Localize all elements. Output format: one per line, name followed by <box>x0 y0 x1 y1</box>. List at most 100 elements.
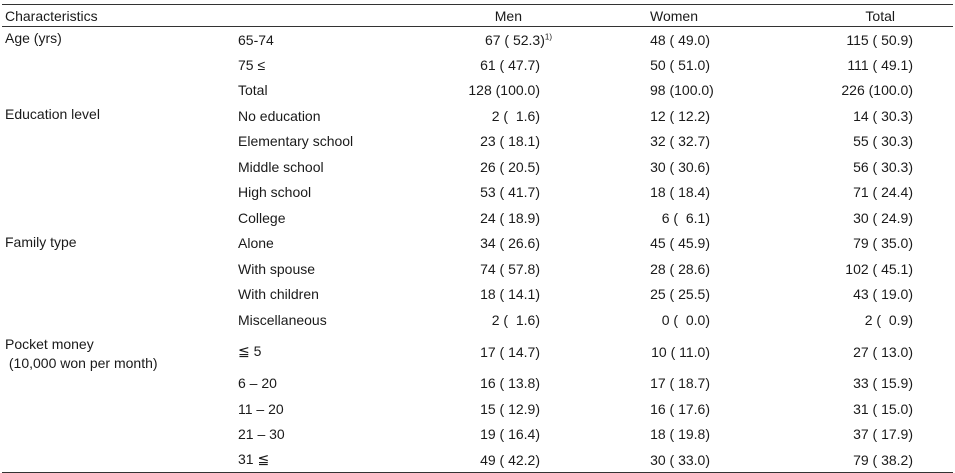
row-group-label <box>2 307 230 333</box>
cell-men-value: 17 ( 14.7) <box>480 343 540 360</box>
cell-men: 18 ( 14.1) <box>430 282 650 308</box>
cell-total: 30 ( 24.9) <box>853 209 913 226</box>
table-row: Education level No education 2 ( 1.6) 12 ( … <box>2 103 953 129</box>
row-group-label <box>2 371 230 397</box>
row-subcategory: 21 – 30 <box>238 426 285 443</box>
row-group-label: Age (yrs) <box>2 27 230 53</box>
cell-men-value: 19 ( 16.4) <box>480 426 540 443</box>
cell-total: 115 ( 50.9) <box>846 31 913 48</box>
table-row: 11 – 20 15 ( 12.9) 16 ( 17.6) 31 ( 15.0) <box>2 396 953 422</box>
cell-total: 226 (100.0) <box>841 82 913 99</box>
row-group-label <box>2 154 230 180</box>
cell-total: 31 ( 15.0) <box>853 400 913 417</box>
cell-men-value: 128 (100.0) <box>468 82 540 99</box>
row-subcategory: Miscellaneous <box>238 311 327 328</box>
row-subcategory: Alone <box>238 235 274 252</box>
cell-women: 28 ( 28.6) <box>650 260 710 277</box>
cell-men-value: 49 ( 42.2) <box>480 451 540 468</box>
cell-men-value: 24 ( 18.9) <box>480 209 540 226</box>
table-row: Family type Alone 34 ( 26.6) 45 ( 45.9) 79 (… <box>2 231 953 257</box>
table-row: Total 128 (100.0) 98 (100.0) 226 (100.0) <box>2 78 953 104</box>
cell-men: 74 ( 57.8) <box>430 256 650 282</box>
cell-women: 30 ( 30.6) <box>650 158 710 175</box>
row-subcategory: 31 ≦ <box>230 447 430 473</box>
group-label: Age (yrs) <box>5 30 62 46</box>
cell-men-value: 61 ( 47.7) <box>480 56 540 73</box>
cell-men-value: 26 ( 20.5) <box>480 158 540 175</box>
row-subcategory: With spouse <box>238 260 316 277</box>
table-row: Pocket money (10,000 won per month) ≦ 5 17… <box>2 333 953 371</box>
cell-men-value: 16 ( 13.8) <box>480 375 540 392</box>
row-subcategory: No education <box>238 107 321 124</box>
row-group-label: Education level <box>2 103 230 129</box>
cell-men: 67 ( 52.3)1) <box>430 27 650 53</box>
cell-total: 33 ( 15.9) <box>853 375 913 392</box>
row-group-label <box>2 447 230 473</box>
cell-total: 55 ( 30.3) <box>853 133 913 150</box>
cell-men: 24 ( 18.9) <box>430 205 650 231</box>
row-subcategory: 6 – 20 <box>238 375 277 392</box>
cell-total: 79 ( 35.0) <box>853 235 913 252</box>
cell-women: 6 ( 6.1) <box>661 209 710 226</box>
table-row: With spouse 74 ( 57.8) 28 ( 28.6) 102 ( 45.… <box>2 256 953 282</box>
cell-total: 27 ( 13.0) <box>853 343 913 360</box>
cell-men: 61 ( 47.7) <box>430 52 650 78</box>
group-label: Pocket money <box>5 335 94 352</box>
row-group-label <box>2 129 230 155</box>
cell-men: 34 ( 26.6) <box>430 231 650 257</box>
row-group-label <box>2 256 230 282</box>
characteristics-table: Characteristics Men Women Total Age (yrs… <box>2 4 953 473</box>
row-subcategory: 65-74 <box>238 31 274 48</box>
header-women: Women <box>650 4 820 27</box>
header-total: Total <box>820 4 953 27</box>
cell-men: 2 ( 1.6) <box>430 103 650 129</box>
cell-men: 16 ( 13.8) <box>430 371 650 397</box>
cell-women: 12 ( 12.2) <box>650 107 710 124</box>
table-header-row: Characteristics Men Women Total <box>2 4 953 27</box>
cell-men: 128 (100.0) <box>430 78 650 104</box>
row-subcategory: College <box>238 209 286 226</box>
table-row: 21 – 30 19 ( 16.4) 18 ( 19.8) 37 ( 17.9) <box>2 422 953 448</box>
cell-women: 45 ( 45.9) <box>650 235 710 252</box>
row-subcategory: ≦ 5 <box>238 343 262 359</box>
cell-men: 53 ( 41.7) <box>430 180 650 206</box>
table-row: College 24 ( 18.9) 6 ( 6.1) 30 ( 24.9) <box>2 205 953 231</box>
cell-men: 23 ( 18.1) <box>430 129 650 155</box>
row-group-label <box>2 396 230 422</box>
cell-men: 2 ( 1.6) <box>430 307 650 333</box>
cell-men-value: 74 ( 57.8) <box>480 260 540 277</box>
cell-women: 18 ( 19.8) <box>650 426 710 443</box>
cell-total: 102 ( 45.1) <box>845 260 913 277</box>
cell-women: 98 (100.0) <box>650 82 714 99</box>
cell-women: 18 ( 18.4) <box>650 184 710 201</box>
cell-total: 37 ( 17.9) <box>853 426 913 443</box>
row-group-label <box>2 180 230 206</box>
cell-women: 10 ( 11.0) <box>651 343 710 360</box>
row-subcategory: 75 ≤ <box>238 56 266 73</box>
group-label: Family type <box>5 233 77 250</box>
cell-women: 17 ( 18.7) <box>650 375 710 392</box>
cell-men: 19 ( 16.4) <box>430 422 650 448</box>
table-row: 75 ≤ 61 ( 47.7) 50 ( 51.0) 111 ( 49.1) <box>2 52 953 78</box>
cell-women: 32 ( 32.7) <box>650 133 710 150</box>
row-subcategory: 11 – 20 <box>238 400 284 417</box>
cell-men-value: 67 ( 52.3) <box>484 31 545 48</box>
table-row: Age (yrs) 65-74 67 ( 52.3)1) 48 ( 49.0) 115 … <box>2 27 953 53</box>
table-row: Elementary school 23 ( 18.1) 32 ( 32.7) 55 … <box>2 129 953 155</box>
group-label: Education level <box>5 106 100 122</box>
header-men: Men <box>430 4 650 27</box>
table-row: High school 53 ( 41.7) 18 ( 18.4) 71 ( 24.4… <box>2 180 953 206</box>
cell-women: 50 ( 51.0) <box>650 56 710 73</box>
cell-women: 0 ( 0.0) <box>661 311 710 328</box>
cell-men-value: 18 ( 14.1) <box>480 286 540 303</box>
row-group-label <box>2 422 230 448</box>
cell-women: 25 ( 25.5) <box>650 286 710 303</box>
row-group-label <box>2 282 230 308</box>
row-group-label: Pocket money (10,000 won per month) <box>2 333 230 371</box>
row-group-label <box>2 78 230 104</box>
cell-total: 14 ( 30.3) <box>853 107 913 124</box>
cell-men-value: 2 ( 1.6) <box>491 107 540 124</box>
cell-women: 48 ( 49.0) <box>650 31 710 48</box>
cell-women: 16 ( 17.6) <box>650 400 710 417</box>
cell-total: 79 ( 38.2) <box>820 447 953 473</box>
